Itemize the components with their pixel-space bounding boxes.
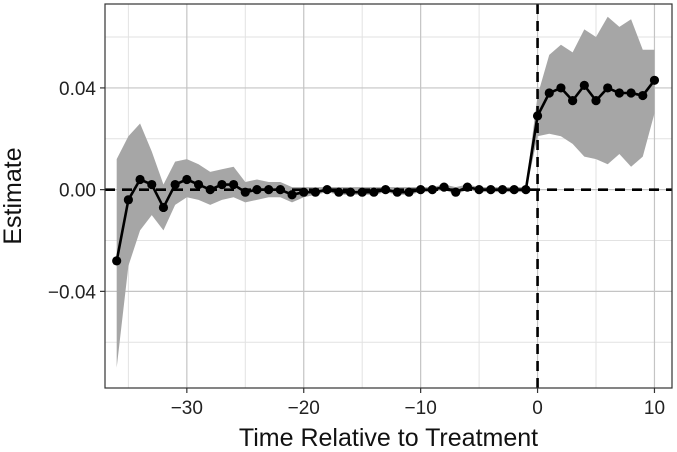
estimate-point bbox=[556, 83, 566, 93]
estimate-point bbox=[123, 195, 133, 205]
estimate-point bbox=[322, 185, 332, 195]
x-tick-label: 10 bbox=[644, 398, 665, 419]
estimate-point bbox=[345, 187, 356, 197]
estimate-point bbox=[158, 202, 169, 213]
estimate-point bbox=[380, 185, 391, 195]
estimate-point bbox=[334, 187, 344, 197]
estimate-point bbox=[369, 187, 379, 197]
estimate-point bbox=[135, 174, 145, 185]
y-axis-title: Estimate bbox=[0, 147, 27, 244]
estimate-point bbox=[544, 88, 554, 98]
reference-lines bbox=[105, 4, 672, 388]
axis-ticks: −30 −20 −10 0 10 −0.04 0.00 0.04 bbox=[48, 79, 665, 419]
estimate-point bbox=[404, 187, 414, 197]
estimate-point bbox=[357, 187, 367, 197]
estimate-point bbox=[299, 187, 309, 197]
estimate-point bbox=[147, 179, 157, 190]
estimate-point bbox=[439, 182, 449, 192]
estimate-point bbox=[614, 88, 624, 98]
estimate-point bbox=[427, 185, 437, 195]
x-tick-label: −10 bbox=[405, 398, 437, 419]
estimate-point bbox=[649, 75, 660, 85]
estimate-point bbox=[568, 96, 578, 106]
x-tick-label: −30 bbox=[171, 398, 203, 419]
minor-gridlines bbox=[105, 4, 672, 388]
x-axis-title: Time Relative to Treatment bbox=[239, 424, 538, 452]
estimate-point bbox=[228, 179, 239, 190]
estimate-point bbox=[626, 88, 636, 98]
panel-border bbox=[104, 3, 673, 389]
y-tick-label: −0.04 bbox=[48, 282, 97, 303]
estimate-point bbox=[217, 179, 227, 190]
estimate-point bbox=[275, 185, 285, 195]
estimate-point bbox=[509, 185, 519, 195]
estimate-series-layer bbox=[112, 75, 660, 266]
x-tick-label: −20 bbox=[288, 398, 320, 419]
estimate-point bbox=[474, 185, 484, 195]
y-tick-label: 0.04 bbox=[59, 79, 96, 100]
estimate-point bbox=[462, 182, 473, 192]
estimate-point bbox=[252, 185, 262, 195]
estimate-point bbox=[170, 179, 180, 190]
estimate-point bbox=[451, 187, 461, 197]
estimate-point bbox=[392, 187, 402, 197]
estimate-point bbox=[182, 174, 192, 185]
estimate-point bbox=[591, 96, 601, 106]
estimate-point bbox=[205, 185, 215, 195]
estimate-point bbox=[264, 185, 274, 195]
estimate-point bbox=[287, 190, 297, 200]
estimate-point bbox=[497, 185, 508, 195]
x-tick-label: 0 bbox=[532, 398, 543, 419]
estimate-point bbox=[240, 187, 250, 197]
estimate-point bbox=[638, 90, 648, 101]
estimate-point bbox=[310, 187, 321, 197]
estimate-point bbox=[486, 185, 496, 195]
estimate-point bbox=[532, 111, 543, 121]
estimate-point bbox=[193, 179, 204, 190]
y-tick-label: 0.00 bbox=[59, 181, 96, 202]
estimate-point bbox=[579, 80, 589, 90]
estimate-point bbox=[521, 185, 531, 195]
estimate-point bbox=[416, 185, 426, 195]
estimate-point bbox=[603, 83, 613, 93]
estimate-point bbox=[112, 256, 122, 266]
